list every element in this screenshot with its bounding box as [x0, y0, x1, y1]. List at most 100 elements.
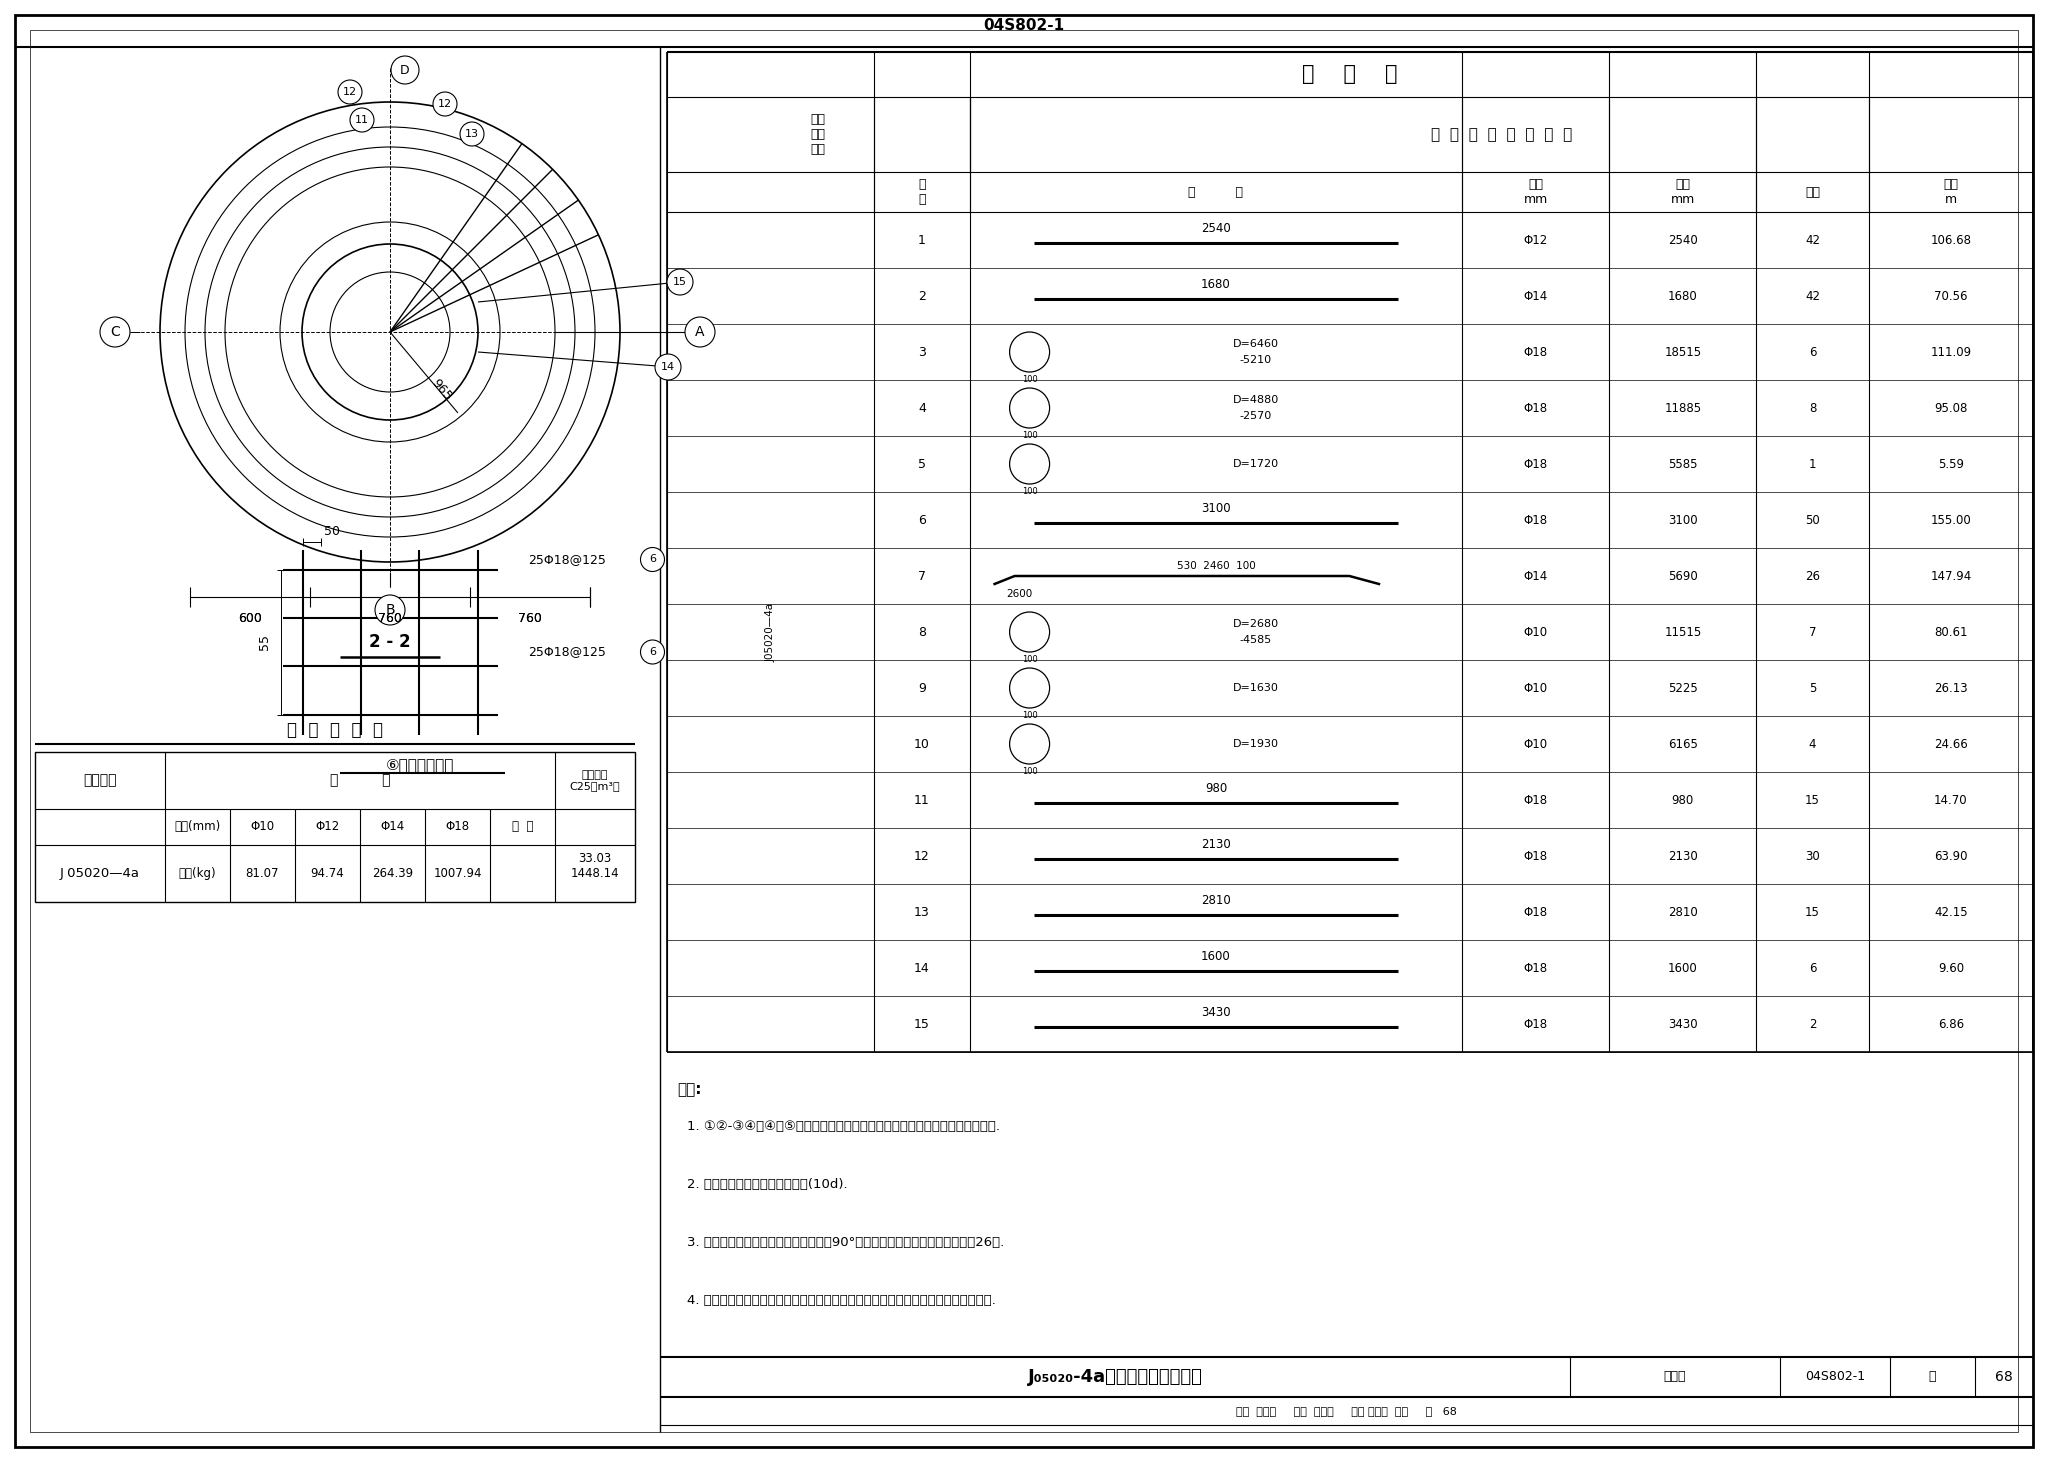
Text: 1. ①②-③④，④与⑤号钔筋交错排列，其埋入及伸出基础顶面的长度见展开图.: 1. ①②-③④，④与⑤号钔筋交错排列，其埋入及伸出基础顶面的长度见展开图.: [686, 1120, 999, 1133]
Text: Φ10: Φ10: [1524, 681, 1548, 694]
Text: 3430: 3430: [1667, 1018, 1698, 1031]
Text: 9.60: 9.60: [1937, 962, 1964, 975]
Text: ⑥号钔筋布置图: ⑥号钔筋布置图: [385, 757, 455, 772]
Bar: [35, 751, 635, 902]
Text: 15: 15: [674, 276, 686, 287]
Text: 9: 9: [918, 681, 926, 694]
Text: Φ18: Φ18: [1524, 1018, 1548, 1031]
Circle shape: [641, 640, 664, 664]
Text: Φ10: Φ10: [1524, 626, 1548, 639]
Text: 2130: 2130: [1667, 849, 1698, 863]
Circle shape: [375, 595, 406, 624]
Circle shape: [641, 547, 664, 572]
Text: 说明:: 说明:: [678, 1082, 702, 1096]
Circle shape: [391, 56, 420, 83]
Text: 13: 13: [913, 905, 930, 918]
Text: 11: 11: [913, 794, 930, 807]
Text: 6: 6: [649, 554, 655, 564]
Text: 混凝土量
C25（m³）: 混凝土量 C25（m³）: [569, 769, 621, 791]
Text: 147.94: 147.94: [1931, 570, 1972, 582]
Text: B: B: [385, 602, 395, 617]
Text: 2540: 2540: [1667, 234, 1698, 247]
Text: Φ10: Φ10: [1524, 737, 1548, 750]
Text: 12: 12: [342, 88, 356, 96]
Circle shape: [100, 317, 129, 346]
Text: 100: 100: [1022, 655, 1038, 665]
Text: 600: 600: [238, 613, 262, 626]
Text: 7: 7: [918, 570, 926, 582]
Text: 04S802-1: 04S802-1: [1804, 1370, 1866, 1383]
Text: Φ18: Φ18: [1524, 345, 1548, 358]
Text: 50: 50: [324, 525, 340, 538]
Text: 15: 15: [913, 1018, 930, 1031]
Text: 2: 2: [1808, 1018, 1817, 1031]
Text: Φ18: Φ18: [1524, 402, 1548, 415]
Text: 2: 2: [918, 289, 926, 303]
Text: 5.59: 5.59: [1937, 458, 1964, 471]
Text: 33.03: 33.03: [578, 852, 612, 866]
Text: 总长
m: 总长 m: [1944, 178, 1958, 206]
Text: 760: 760: [379, 613, 401, 626]
Text: 6.86: 6.86: [1937, 1018, 1964, 1031]
Text: 100: 100: [1022, 487, 1038, 497]
Text: 1: 1: [918, 234, 926, 247]
Text: 760: 760: [379, 613, 401, 626]
Text: 式          样: 式 样: [1188, 186, 1243, 199]
Text: Φ10: Φ10: [250, 820, 274, 833]
Text: 2810: 2810: [1667, 905, 1698, 918]
Text: 直径
mm: 直径 mm: [1524, 178, 1548, 206]
Text: 6165: 6165: [1667, 737, 1698, 750]
Text: 5690: 5690: [1667, 570, 1698, 582]
Text: 14: 14: [662, 363, 676, 371]
Text: 13: 13: [465, 129, 479, 139]
Text: 18515: 18515: [1665, 345, 1702, 358]
Text: 7: 7: [1808, 626, 1817, 639]
Text: 30: 30: [1804, 849, 1821, 863]
Text: 24.66: 24.66: [1933, 737, 1968, 750]
Text: D=1630: D=1630: [1233, 683, 1278, 693]
Text: 100: 100: [1022, 376, 1038, 385]
Text: 15: 15: [1804, 905, 1821, 918]
Text: 42: 42: [1804, 289, 1821, 303]
Circle shape: [461, 121, 483, 146]
Text: Φ18: Φ18: [1524, 458, 1548, 471]
Text: 965: 965: [430, 377, 455, 404]
Circle shape: [432, 92, 457, 115]
Text: 页: 页: [1929, 1370, 1935, 1383]
Circle shape: [1010, 387, 1049, 428]
Text: 980: 980: [1671, 794, 1694, 807]
Text: Φ14: Φ14: [1524, 289, 1548, 303]
Text: 11885: 11885: [1665, 402, 1702, 415]
Text: 760: 760: [518, 613, 543, 626]
Text: Φ18: Φ18: [1524, 513, 1548, 526]
Text: 图集号: 图集号: [1663, 1370, 1686, 1383]
Text: D=1720: D=1720: [1233, 459, 1280, 469]
Circle shape: [668, 269, 692, 295]
Text: 3100: 3100: [1667, 513, 1698, 526]
Text: D=2680: D=2680: [1233, 618, 1280, 629]
Text: Φ18: Φ18: [444, 820, 469, 833]
Text: Φ12: Φ12: [315, 820, 340, 833]
Text: 70.56: 70.56: [1933, 289, 1968, 303]
Text: 6: 6: [1808, 345, 1817, 358]
Text: 81.07: 81.07: [246, 867, 279, 880]
Text: 95.08: 95.08: [1933, 402, 1968, 415]
Text: 530  2460  100: 530 2460 100: [1178, 561, 1255, 572]
Text: 长度
mm: 长度 mm: [1671, 178, 1696, 206]
Text: 材  料  用  量  表: 材 料 用 量 表: [287, 721, 383, 738]
Text: 4: 4: [1808, 737, 1817, 750]
Text: 6: 6: [649, 648, 655, 656]
Text: 5: 5: [1808, 681, 1817, 694]
Text: 264.39: 264.39: [373, 867, 414, 880]
Text: 42.15: 42.15: [1933, 905, 1968, 918]
Text: 14.70: 14.70: [1933, 794, 1968, 807]
Text: 2810: 2810: [1200, 895, 1231, 908]
Text: 重量(kg): 重量(kg): [178, 867, 217, 880]
Text: 4. 基坑开挚后，应请原勘察单位进行验槽，确认符合设计要求后立即施工坸层和基础.: 4. 基坑开挚后，应请原勘察单位进行验槽，确认符合设计要求后立即施工坸层和基础.: [686, 1294, 995, 1307]
Text: 50: 50: [1804, 513, 1821, 526]
Text: 根数: 根数: [1804, 186, 1821, 199]
Text: -5210: -5210: [1239, 355, 1272, 366]
Text: 钔          筋: 钔 筋: [330, 773, 391, 788]
Text: Φ14: Φ14: [1524, 570, 1548, 582]
Text: 编
号: 编 号: [918, 178, 926, 206]
